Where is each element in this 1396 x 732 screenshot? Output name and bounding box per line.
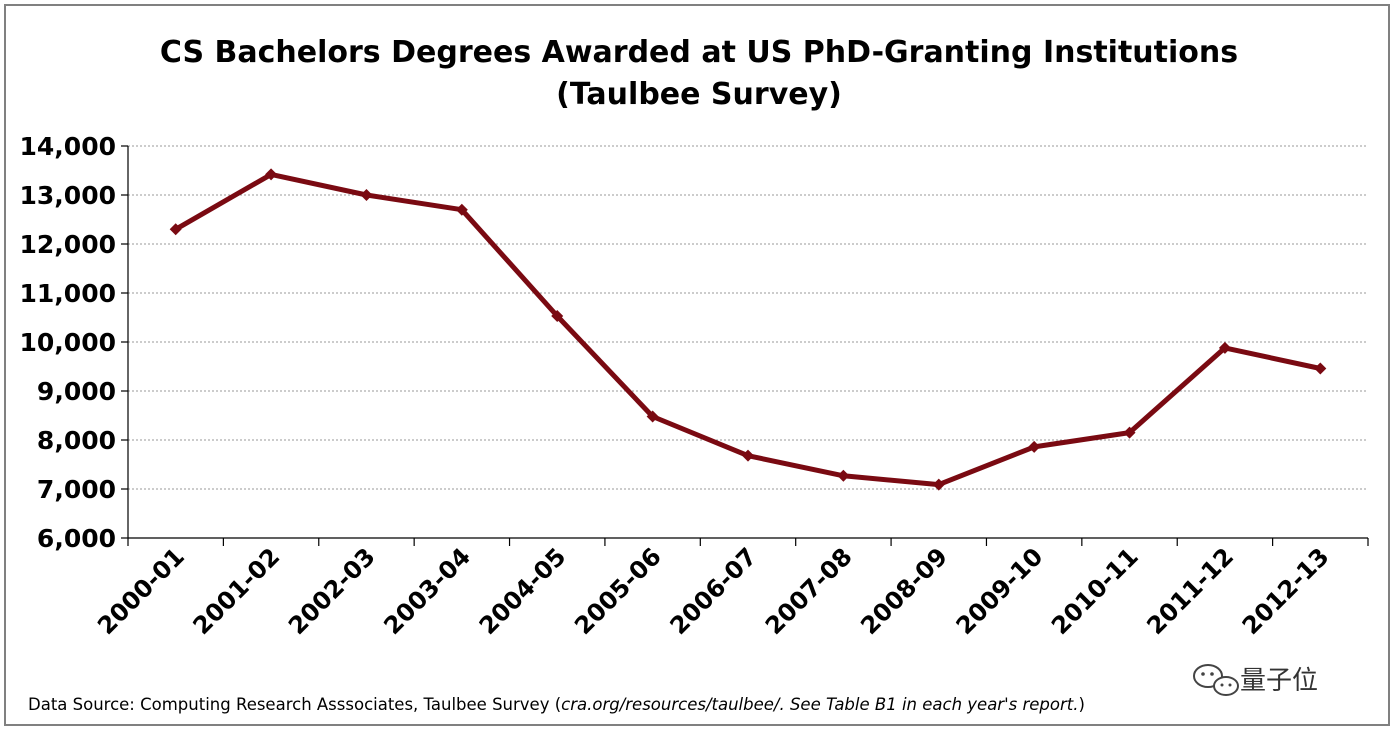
x-tick-label: 2009-10: [951, 542, 1049, 640]
data-point: [742, 449, 754, 462]
y-tick-label: 13,000: [20, 181, 116, 210]
series-line: [173, 171, 1323, 488]
data-point: [455, 203, 468, 216]
data-point: [265, 168, 278, 181]
y-tick-label: 14,000: [20, 132, 116, 161]
y-axis-tick-labels: 6,000 7,000 8,000 9,000 10,000 11,000 12,000 13…: [20, 132, 116, 553]
chart-subtitle: (Taulbee Survey): [556, 77, 842, 112]
x-tick-label: 2003-04: [378, 542, 476, 640]
data-point: [1123, 426, 1136, 439]
axes: [121, 145, 1369, 546]
data-point: [646, 410, 659, 423]
data-point: [360, 189, 373, 201]
x-tick-label: 2000-01: [92, 542, 190, 640]
x-tick-label: 2010-11: [1046, 542, 1144, 640]
data-point: [1314, 362, 1327, 375]
x-tick-label: 2004-05: [474, 542, 572, 640]
y-tick-label: 8,000: [37, 426, 116, 455]
x-tick-label: 2007-08: [760, 542, 858, 640]
source-suffix: ): [1078, 695, 1084, 714]
y-tick-label: 9,000: [37, 377, 116, 406]
data-point: [837, 469, 850, 482]
source-italic: cra.org/resources/taulbee/. See Table B1…: [561, 695, 1078, 714]
line-chart: CS Bachelors Degrees Awarded at US PhD-G…: [20, 35, 1369, 714]
gridlines: [128, 145, 1368, 490]
y-tick-label: 6,000: [37, 524, 116, 553]
y-tick-label: 12,000: [20, 230, 116, 259]
data-point: [1028, 440, 1041, 453]
x-tick-label: 2005-06: [569, 542, 667, 640]
data-point: [932, 478, 945, 491]
wechat-icon: [1193, 664, 1239, 696]
x-tick-label: 2006-07: [665, 542, 763, 640]
chart-frame: CS Bachelors Degrees Awarded at US PhD-G…: [4, 4, 1390, 726]
x-tick-label: 2001-02: [188, 542, 286, 640]
y-tick-label: 11,000: [20, 279, 116, 308]
x-tick-label: 2008-09: [855, 542, 953, 640]
chart-title: CS Bachelors Degrees Awarded at US PhD-G…: [160, 35, 1238, 70]
data-point: [169, 223, 182, 236]
y-tick-label: 10,000: [20, 328, 116, 357]
x-tick-label: 2011-12: [1141, 542, 1239, 640]
x-axis-tick-labels: 2000-012001-022002-032003-042004-052005-…: [92, 542, 1334, 640]
watermark-text: 量子位: [1240, 666, 1318, 696]
data-point: [1218, 341, 1231, 354]
x-tick-label: 2002-03: [283, 542, 381, 640]
series-layer: [169, 168, 1327, 491]
watermark: 量子位: [1193, 664, 1318, 696]
source-prefix: Data Source: Computing Research Asssocia…: [28, 695, 561, 714]
data-point: [551, 310, 564, 323]
x-tick-label: 2012-13: [1237, 542, 1335, 640]
data-source-note: Data Source: Computing Research Asssocia…: [28, 695, 1085, 714]
y-tick-label: 7,000: [37, 475, 116, 504]
